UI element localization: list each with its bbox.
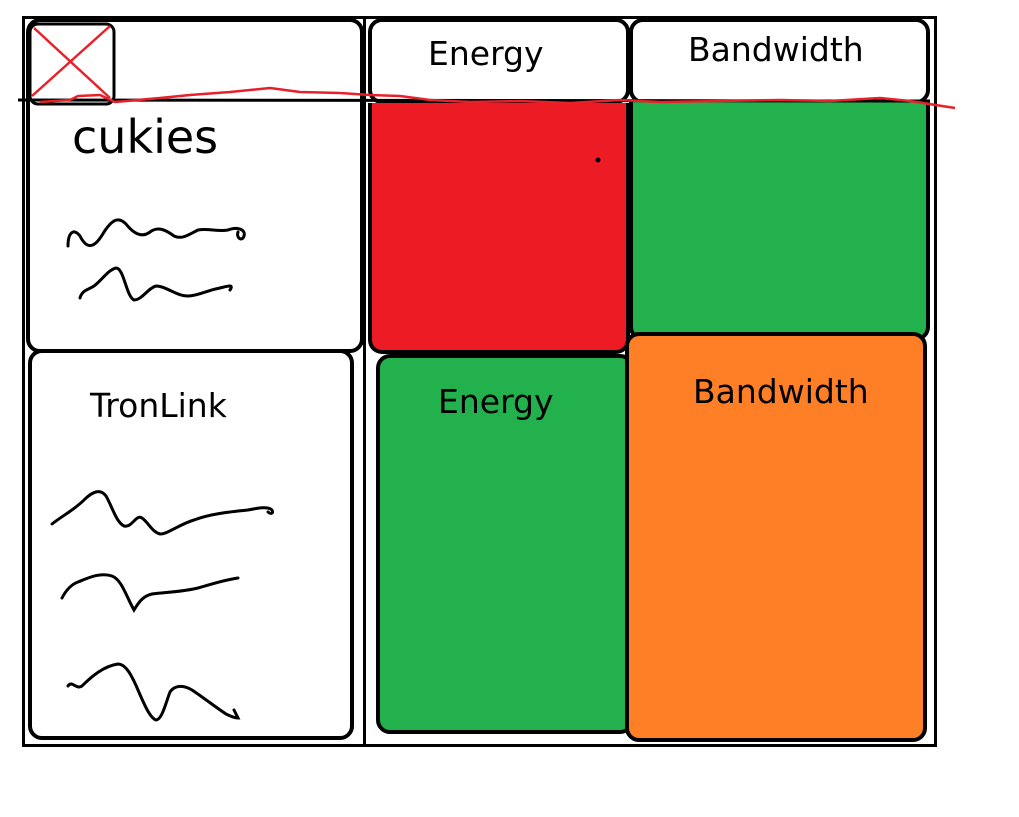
stray-dot (595, 157, 601, 163)
scribble-line-3 (50, 490, 274, 536)
energy-status-block (368, 103, 630, 354)
crossed-out-box-icon (28, 22, 116, 106)
bandwidth-tile-label: Bandwidth (693, 372, 869, 411)
annotation-line (39, 86, 956, 110)
tronlink-panel (28, 349, 354, 740)
scribble-line-2 (78, 266, 233, 302)
energy-tile-label: Energy (438, 382, 554, 421)
tronlink-title: TronLink (90, 386, 227, 425)
outer-frame (22, 16, 937, 747)
bandwidth-tile[interactable] (625, 332, 927, 742)
cookies-title: cukies (72, 110, 219, 164)
energy-header-label: Energy (428, 34, 544, 73)
scribble-line-4 (60, 573, 240, 613)
bandwidth-header-box (629, 18, 930, 104)
bandwidth-status-block (629, 101, 930, 341)
column-divider (363, 16, 366, 747)
scribble-line-1 (66, 218, 246, 248)
scribble-line-5 (66, 662, 241, 722)
bandwidth-header-label: Bandwidth (688, 30, 864, 69)
